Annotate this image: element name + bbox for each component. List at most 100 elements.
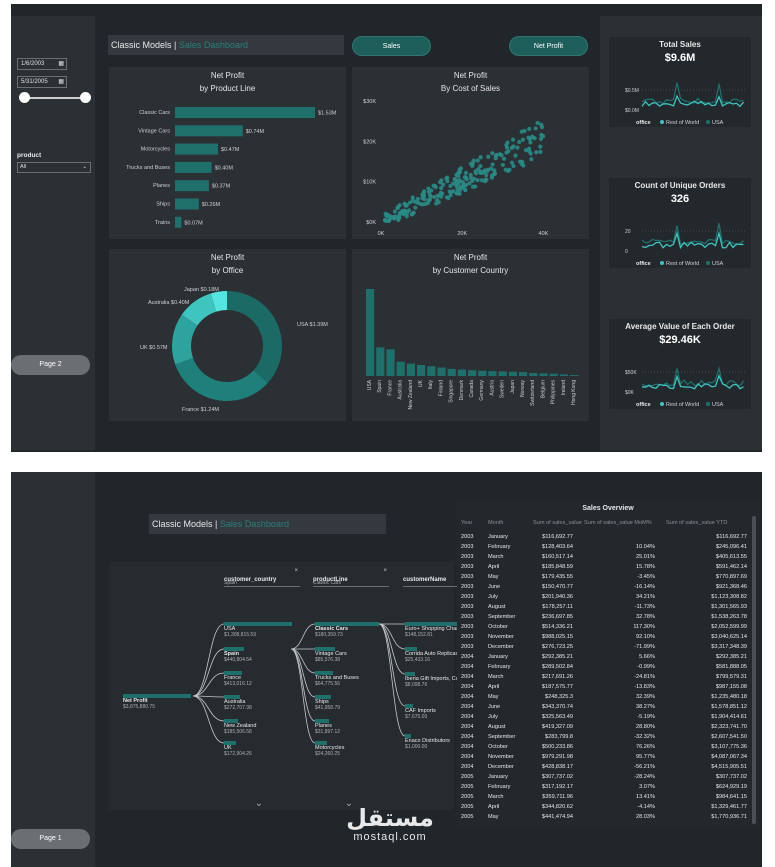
table-row[interactable]: 2003 August $178,257.11 -11.73% $1,301,565.9… bbox=[461, 602, 751, 612]
sales-button[interactable]: Sales bbox=[352, 36, 431, 56]
table-row[interactable]: 2005 May $441,474.94 28.03% $1,770,936.71 bbox=[461, 812, 751, 822]
tree-link bbox=[192, 695, 225, 744]
kpi-title: Average Value of Each Order bbox=[625, 322, 735, 331]
table-row[interactable]: 2005 March $359,711.96 13.41% $984,641.15 bbox=[461, 792, 751, 802]
table-cell: $160,517.14 bbox=[541, 554, 573, 560]
table-row[interactable]: 2004 May $248,325.3 32.39% $1,235,480.18 bbox=[461, 692, 751, 702]
close-icon[interactable]: × bbox=[383, 568, 387, 574]
tree-customer-node[interactable]: CAF Imports $7,675.00 bbox=[405, 704, 465, 720]
legend-title: office bbox=[636, 120, 651, 126]
scatter-point bbox=[406, 208, 412, 213]
table-row[interactable]: 2004 January $292,385.21 5.66% $292,385.21 bbox=[461, 652, 751, 662]
tree-country-node[interactable]: USA $1,308,815.59 bbox=[224, 622, 299, 638]
table-row[interactable]: 2003 November $988,025.15 92.10% $3,040,625.… bbox=[461, 632, 751, 642]
tree-country-node[interactable]: UK $172,904.26 bbox=[224, 741, 299, 757]
tree-product-node[interactable]: Trucks and Buses $64,775.56 bbox=[315, 671, 390, 687]
calendar-icon[interactable]: ▦ bbox=[58, 79, 64, 85]
table-cell: 28.80% bbox=[636, 724, 655, 730]
table-row[interactable]: 2004 April $187,575.77 -13.83% $987,155.08 bbox=[461, 682, 751, 692]
column-header-month[interactable]: Month bbox=[488, 520, 504, 526]
tree-level-header[interactable]: productLine × bbox=[313, 568, 389, 587]
tree-product-node[interactable]: Motorcycles $24,260.25 bbox=[315, 741, 390, 757]
column-header-ytd[interactable]: Sum of sales_value YTD bbox=[666, 520, 728, 526]
column-header-year[interactable]: Year bbox=[461, 520, 473, 526]
table-cell: $441,474.94 bbox=[541, 814, 573, 820]
date-end-input[interactable]: 5/31/2005 ▦ bbox=[17, 76, 67, 88]
date-slider-track[interactable] bbox=[25, 97, 85, 99]
tree-product-node[interactable]: Vintage Cars $85,576.38 bbox=[315, 647, 390, 663]
table-cell: $1,301,565.93 bbox=[711, 604, 747, 610]
table-row[interactable]: 2004 October $500,233.86 76.26% $3,107,775.3… bbox=[461, 742, 751, 752]
table-cell: March bbox=[488, 554, 504, 560]
page-2-button[interactable]: Page 2 bbox=[11, 355, 90, 375]
node-bar bbox=[224, 719, 238, 723]
legend-dot bbox=[706, 402, 710, 406]
close-icon[interactable]: × bbox=[294, 568, 298, 574]
table-row[interactable]: 2003 March $160,517.14 25.01% $405,613.55 bbox=[461, 552, 751, 562]
tree-customer-node[interactable]: Corrida Auto Replicas $25,433.16 bbox=[405, 647, 465, 663]
tree-country-node[interactable]: Spain $440,804.54 bbox=[224, 647, 299, 663]
page-1-button[interactable]: Page 1 bbox=[11, 829, 90, 849]
calendar-icon[interactable]: ▦ bbox=[58, 61, 64, 67]
node-bar bbox=[315, 622, 379, 626]
tree-country-node[interactable]: New Zealand $185,506.58 bbox=[224, 719, 299, 735]
table-row[interactable]: 2004 July $325,563.49 -5.19% $1,904,414.61 bbox=[461, 712, 751, 722]
node-bar bbox=[405, 647, 417, 651]
table-row[interactable]: 2004 June $343,370.74 38.27% $1,578,851.12 bbox=[461, 702, 751, 712]
table-cell: July bbox=[488, 714, 498, 720]
node-label: Corrida Auto Replicas bbox=[405, 651, 459, 657]
table-row[interactable]: 2003 June $150,470.77 -16.14% $921,368.46 bbox=[461, 582, 751, 592]
category-label: Ships bbox=[156, 202, 170, 208]
page-subtitle: Sales Dashboard bbox=[219, 519, 289, 529]
table-row[interactable]: 2003 September $236,697.85 32.78% $1,538,263… bbox=[461, 612, 751, 622]
page-title-text: Classic Models bbox=[111, 40, 172, 50]
tree-level-header[interactable]: customer_country × bbox=[224, 568, 300, 587]
date-start-input[interactable]: 1/6/2003 ▦ bbox=[17, 58, 67, 70]
date-slider-handle-end[interactable] bbox=[80, 92, 91, 103]
node-label: Enaco Distributors bbox=[405, 738, 450, 744]
tree-product-node[interactable]: Planes $31,897.12 bbox=[315, 719, 390, 735]
product-dropdown[interactable]: All ⌄ bbox=[17, 162, 91, 173]
tree-customer-node[interactable]: Euro+ Shopping Char $148,152.81 bbox=[405, 622, 465, 638]
tree-level-header[interactable]: customerName bbox=[403, 568, 479, 587]
table-row[interactable]: 2003 February $128,403.64 10.04% $245,096.41 bbox=[461, 542, 751, 552]
tree-country-node[interactable]: Australia $272,707.38 bbox=[224, 695, 299, 711]
table-row[interactable]: 2003 January $116,692.77 $116,692.77 bbox=[461, 532, 751, 542]
table-cell: 2005 bbox=[461, 804, 474, 810]
table-row[interactable]: 2003 October $514,336.21 117.30% $2,052,599.… bbox=[461, 622, 751, 632]
tree-country-node[interactable]: France $413,016.12 bbox=[224, 671, 299, 687]
column-header-mom[interactable]: Sum of sales_value MoM% bbox=[584, 520, 652, 526]
table-scrollbar[interactable] bbox=[752, 516, 756, 824]
table-row[interactable]: 2003 April $185,848.59 15.78% $591,462.14 bbox=[461, 562, 751, 572]
table-row[interactable]: 2004 August $419,327.09 28.80% $2,323,741.70 bbox=[461, 722, 751, 732]
bar bbox=[175, 198, 199, 210]
tree-product-node[interactable]: Ships $41,958.79 bbox=[315, 695, 390, 711]
date-slider-handle-start[interactable] bbox=[19, 92, 30, 103]
table-row[interactable]: 2004 November $979,291.98 95.77% $4,087,067.… bbox=[461, 752, 751, 762]
table-row[interactable]: 2004 September $283,799.8 -32.32% $2,607,541… bbox=[461, 732, 751, 742]
tree-root-node[interactable]: Net Profit $3,875,880.75 bbox=[123, 694, 193, 710]
node-label: Motorcycles bbox=[315, 745, 345, 751]
node-label: Euro+ Shopping Char bbox=[405, 626, 459, 632]
table-row[interactable]: 2005 April $344,820.62 -4.14% $1,329,461.77 bbox=[461, 802, 751, 812]
net-profit-button[interactable]: Net Profit bbox=[509, 36, 588, 56]
tree-customer-node[interactable]: Iberia Gift Imports, Co $8,098.76 bbox=[405, 672, 465, 688]
column-header-sales[interactable]: Sum of sales_value bbox=[533, 520, 582, 526]
table-row[interactable]: 2005 January $307,737.02 -28.24% $307,737.02 bbox=[461, 772, 751, 782]
tree-product-node[interactable]: Classic Cars $180,359.73 bbox=[315, 622, 390, 638]
table-row[interactable]: 2003 May $179,435.55 -3.45% $770,897.69 bbox=[461, 572, 751, 582]
tree-customer-node[interactable]: Enaco Distributors $1,000.00 bbox=[405, 734, 465, 750]
table-row[interactable]: 2005 February $317,192.17 3.07% $624,929.19 bbox=[461, 782, 751, 792]
tree-link bbox=[378, 623, 406, 737]
table-row[interactable]: 2003 December $276,723.25 -71.99% $3,317,348… bbox=[461, 642, 751, 652]
node-value: $24,260.25 bbox=[315, 751, 341, 757]
filter-sidebar: 1/6/2003 ▦ 5/31/2005 ▦ product All ⌄ Page 2 bbox=[11, 16, 95, 450]
node-bar bbox=[224, 741, 236, 745]
table-row[interactable]: 2004 March $217,691.26 -24.81% $799,579.31 bbox=[461, 672, 751, 682]
table-row[interactable]: 2004 February $289,502.84 -0.99% $581,888.05 bbox=[461, 662, 751, 672]
table-cell: December bbox=[488, 644, 514, 650]
table-row[interactable]: 2003 July $201,940.36 34.21% $1,123,308.82 bbox=[461, 592, 751, 602]
scatter-point bbox=[463, 175, 468, 180]
table-row[interactable]: 2004 December $428,838.17 -56.21% $4,515,905… bbox=[461, 762, 751, 772]
table-cell: 25.01% bbox=[636, 554, 655, 560]
